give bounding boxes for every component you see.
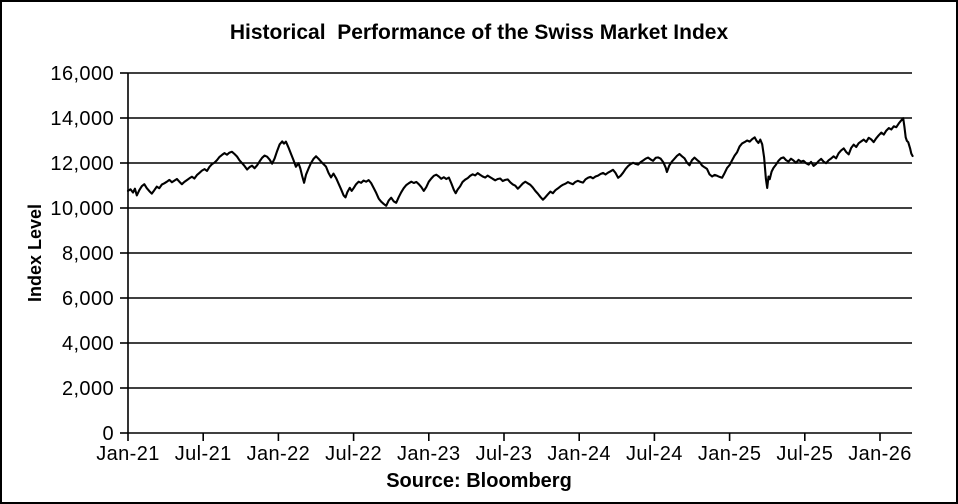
source-caption: Source: Bloomberg <box>386 470 572 492</box>
y-tick-label: 6,000 <box>62 288 114 310</box>
y-tick-label: 0 <box>102 423 114 445</box>
y-tick-label: 4,000 <box>62 333 114 355</box>
x-tick-label: Jan-26 <box>848 443 912 465</box>
x-tick-label: Jul-22 <box>325 443 382 465</box>
chart-title: Historical Performance of the Swiss Mark… <box>229 21 729 44</box>
x-tick-label: Jul-21 <box>175 443 232 465</box>
x-tick-label: Jan-23 <box>397 443 461 465</box>
y-tick-label: 14,000 <box>50 108 114 130</box>
x-tick-label: Jan-24 <box>547 443 611 465</box>
x-tick-label: Jan-21 <box>96 443 160 465</box>
x-tick-label: Jul-23 <box>476 443 533 465</box>
y-tick-label: 16,000 <box>50 63 114 85</box>
x-tick-label: Jul-25 <box>776 443 833 465</box>
y-tick-label: 10,000 <box>50 198 114 220</box>
x-tick-label: Jan-22 <box>247 443 311 465</box>
x-tick-label: Jan-25 <box>698 443 762 465</box>
y-tick-label: 2,000 <box>62 378 114 400</box>
smi-line-series <box>126 117 914 207</box>
y-tick-label: 8,000 <box>62 243 114 265</box>
y-tick-label: 12,000 <box>50 153 114 175</box>
x-tick-label: Jul-24 <box>626 443 683 465</box>
